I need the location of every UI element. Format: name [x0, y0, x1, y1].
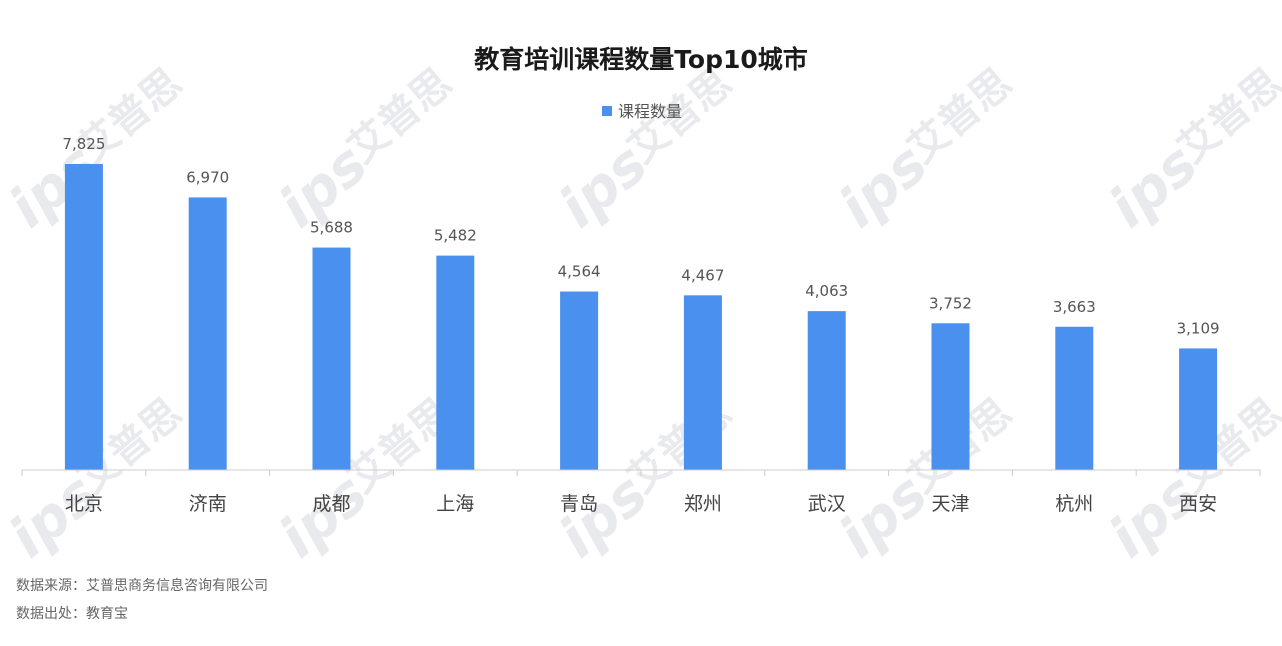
x-tick-label: 北京 — [65, 493, 103, 515]
x-tick-label: 武汉 — [808, 493, 846, 515]
svg-text:艾普思: 艾普思 — [1169, 60, 1282, 172]
x-tick-label: 成都 — [312, 493, 350, 515]
svg-text:艾普思: 艾普思 — [899, 60, 1020, 172]
data-label: 4,063 — [805, 282, 848, 300]
x-tick-label: 杭州 — [1055, 493, 1093, 515]
data-label: 6,970 — [186, 168, 229, 186]
svg-text:艾普思: 艾普思 — [69, 60, 190, 172]
source-note: 数据来源：艾普思商务信息咨询有限公司 — [16, 577, 268, 594]
data-label: 4,467 — [681, 266, 724, 284]
data-label: 7,825 — [62, 135, 105, 153]
x-tick-label: 天津 — [931, 493, 969, 515]
category-label-group: 北京 济南 成都 上海 青岛 郑州 武汉 天津 杭州 西安 — [65, 493, 1217, 515]
x-tick-label: 郑州 — [684, 493, 722, 515]
bar — [312, 247, 351, 470]
data-label: 4,564 — [558, 263, 601, 281]
bar — [64, 164, 103, 470]
bar — [807, 311, 846, 470]
data-label: 3,109 — [1177, 319, 1220, 337]
x-tick-label: 济南 — [189, 493, 227, 515]
x-tick-group — [21, 470, 1261, 476]
svg-text:艾普思: 艾普思 — [339, 60, 460, 172]
bar — [931, 323, 970, 470]
bar — [1055, 326, 1094, 470]
x-tick-label: 上海 — [436, 493, 474, 515]
bar — [560, 291, 599, 470]
legend-swatch — [602, 106, 612, 116]
bar — [436, 255, 475, 470]
bar — [683, 295, 722, 470]
chart-title: 教育培训课程数量Top10城市 — [474, 45, 808, 74]
legend: 课程数量 — [602, 102, 682, 121]
bar-group — [64, 164, 1218, 470]
data-label-group: 7,825 6,970 5,688 5,482 4,564 4,467 4,063 3,752… — [62, 135, 1219, 337]
data-label: 5,688 — [310, 219, 353, 237]
origin-note: 数据出处：教育宝 — [16, 606, 128, 622]
bar — [1179, 348, 1218, 470]
legend-label: 课程数量 — [618, 102, 682, 121]
x-tick-label: 青岛 — [560, 493, 598, 515]
x-tick-label: 西安 — [1179, 493, 1217, 515]
data-label: 3,752 — [929, 294, 972, 312]
data-label: 3,663 — [1053, 298, 1096, 316]
data-label: 5,482 — [434, 227, 477, 245]
svg-text:艾普思: 艾普思 — [619, 390, 740, 502]
bar — [188, 197, 227, 470]
